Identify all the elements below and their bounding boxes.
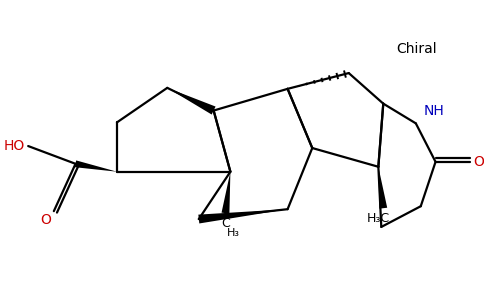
Polygon shape: [222, 172, 230, 214]
Text: H₃: H₃: [227, 228, 240, 238]
Polygon shape: [198, 209, 287, 224]
Text: Chiral: Chiral: [396, 42, 437, 56]
Text: NH: NH: [424, 104, 444, 118]
Polygon shape: [75, 160, 117, 172]
Text: H₃C: H₃C: [367, 212, 390, 225]
Polygon shape: [378, 167, 387, 209]
Text: C: C: [221, 217, 230, 230]
Text: HO: HO: [4, 139, 25, 153]
Polygon shape: [167, 88, 215, 115]
Text: O: O: [40, 213, 51, 227]
Text: O: O: [473, 155, 484, 169]
